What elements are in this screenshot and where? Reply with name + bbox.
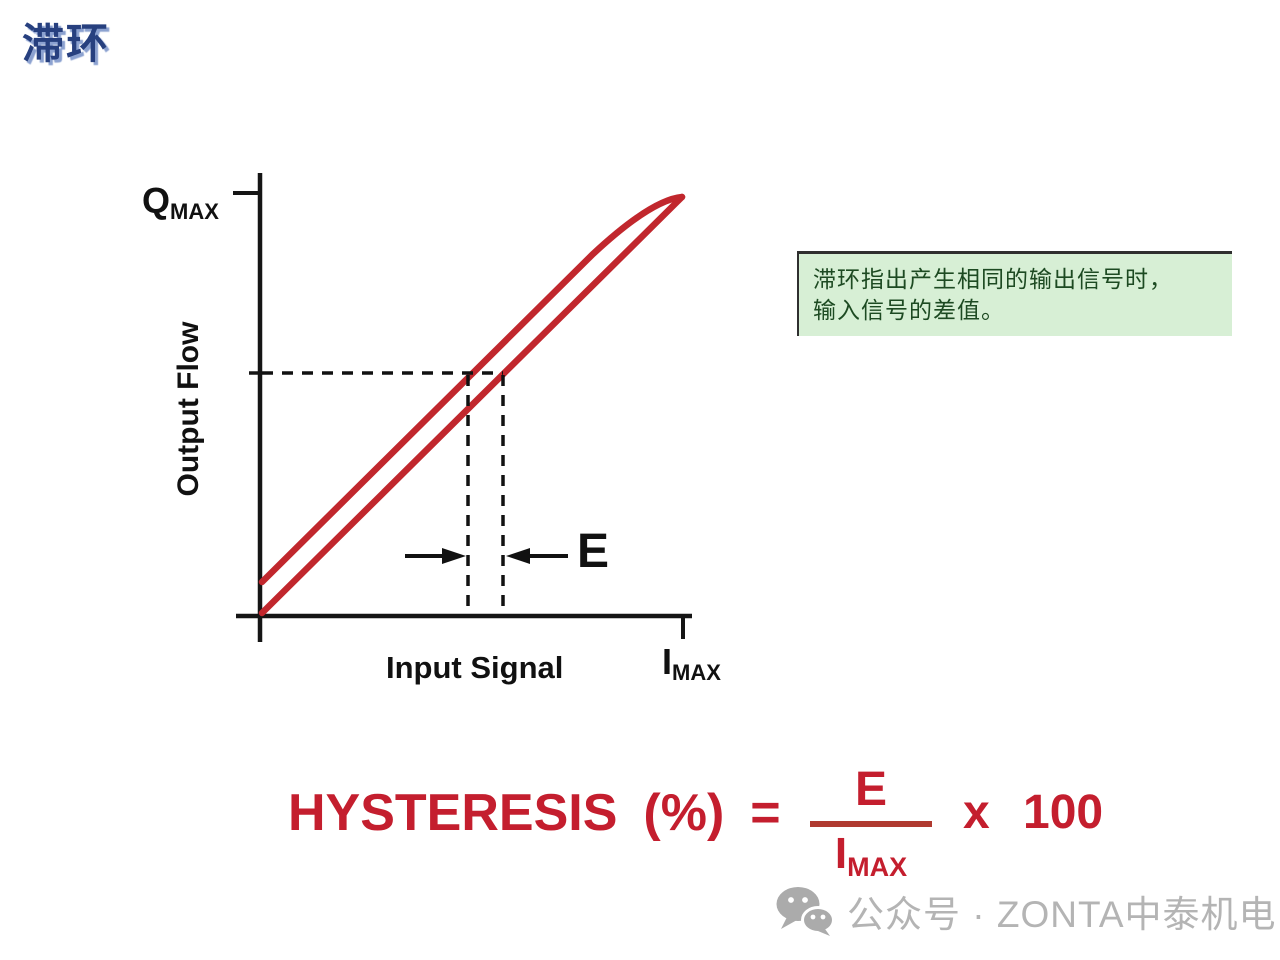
x-max-subscript: MAX — [672, 660, 721, 685]
formula-fraction: E IMAX — [806, 766, 936, 881]
hysteresis-upper-branch — [258, 193, 686, 586]
y-max-subscript: MAX — [170, 199, 219, 224]
formula-name: HYSTERESIS — [288, 784, 618, 842]
fraction-denominator-base: I — [834, 829, 848, 878]
page-title: 滞环 — [22, 22, 111, 68]
formula-left-side: HYSTERESIS (%) = — [288, 787, 781, 839]
error-arrow-left-head — [442, 548, 466, 564]
y-max-label: QMAX — [142, 183, 219, 223]
y-max-base: Q — [142, 180, 171, 221]
fraction-numerator: E — [854, 763, 887, 816]
callout-line-1: 滞环指出产生相同的输出信号时， — [813, 267, 1173, 292]
x-max-label: IMAX — [662, 644, 721, 684]
fraction-bar — [810, 821, 932, 827]
error-gap-label: E — [577, 525, 610, 578]
callout-box: 滞环指出产生相同的输出信号时， 输入信号的差值。 — [797, 251, 1232, 336]
error-arrow-right-head — [506, 548, 530, 564]
formula-equals: = — [750, 784, 781, 842]
hysteresis-lower-branch — [258, 193, 686, 617]
formula-multiplier: x 100 — [963, 786, 1104, 839]
fraction-denominator-subscript: MAX — [847, 852, 908, 882]
wechat-icon — [776, 887, 835, 936]
fraction-denominator: IMAX — [835, 832, 907, 881]
y-axis-title: Output Flow — [172, 321, 205, 497]
callout-line-2: 输入信号的差值。 — [813, 298, 1005, 323]
watermark: 公众号 · ZONTA中泰机电 — [775, 884, 1277, 938]
x-axis-title: Input Signal — [386, 650, 564, 685]
x-max-base: I — [662, 641, 673, 682]
watermark-text: 公众号 · ZONTA中泰机电 — [847, 894, 1277, 935]
formula-percent: (%) — [643, 784, 725, 842]
